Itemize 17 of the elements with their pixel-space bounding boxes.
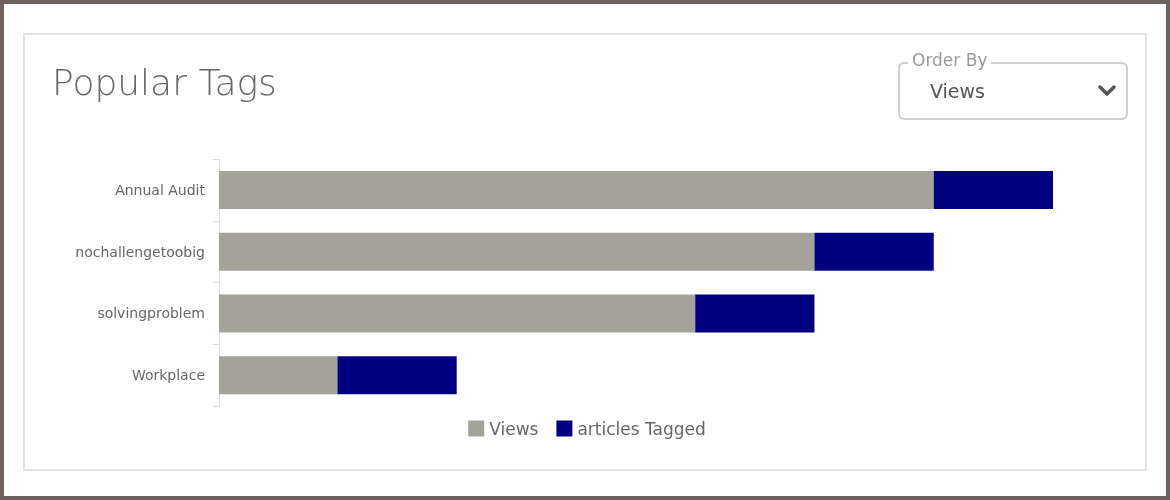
legend-label: articles Tagged	[577, 418, 706, 439]
bar	[933, 170, 1053, 209]
text: Order By	[908, 50, 992, 70]
text: Views	[930, 80, 985, 102]
bar	[219, 232, 815, 271]
y-tick-label: Workplace	[131, 367, 205, 384]
y-tick-label: nochallengetoobig	[75, 243, 205, 260]
y-tick-label: solvingproblem	[97, 305, 205, 322]
bar	[219, 294, 696, 333]
y-tick-label: Annual Audit	[115, 181, 206, 198]
bar	[219, 170, 934, 209]
bar	[814, 232, 934, 271]
bar	[219, 356, 338, 395]
bar	[695, 294, 815, 333]
bar	[337, 356, 457, 395]
legend-label: Views	[489, 418, 539, 439]
chart-title: Popular Tags	[52, 62, 277, 103]
